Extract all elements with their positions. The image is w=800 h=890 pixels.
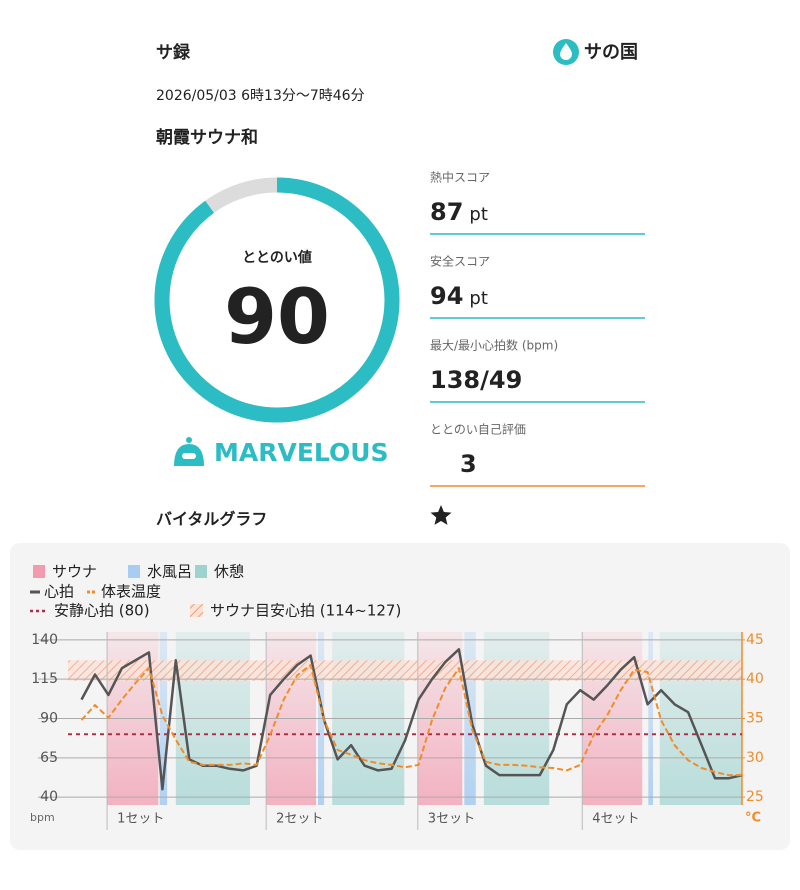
app-title: サ録	[156, 42, 191, 63]
y2-tick-label: 25	[746, 789, 764, 805]
set-label: 1セット	[117, 812, 164, 827]
set-label: 2セット	[276, 812, 323, 827]
set-label: 4セット	[592, 812, 639, 827]
series-line	[80, 648, 743, 791]
y-tick-label: 90	[40, 711, 58, 727]
y2-axis-label: °C	[745, 811, 761, 826]
stat-unit: pt	[469, 288, 487, 309]
legend-label: 休憩	[214, 563, 244, 581]
y-tick-label: 140	[31, 632, 58, 648]
legend-label: 心拍	[44, 583, 74, 601]
y-tick-label: 65	[40, 750, 58, 766]
stat-label: ととのい自己評価	[430, 422, 526, 437]
logo-drop	[560, 43, 572, 60]
target-band	[68, 660, 742, 681]
legend-swatch	[195, 565, 207, 578]
facility: 朝霞サウナ和	[156, 127, 258, 148]
stat-unit: pt	[469, 204, 487, 225]
set-label: 3セット	[428, 812, 475, 827]
stat-value: 94	[430, 282, 463, 310]
stat-label: 熱中スコア	[430, 170, 490, 185]
legend-swatch	[33, 565, 45, 578]
y2-tick-label: 45	[746, 632, 764, 648]
gauge-value: 90	[224, 272, 330, 361]
gauge-label: ととのい値	[242, 249, 312, 266]
legend-label: 体表温度	[101, 583, 161, 601]
legend-label: サウナ	[52, 563, 97, 581]
y-tick-label: 115	[31, 671, 58, 687]
stat-label: 最大/最小心拍数 (bpm)	[430, 338, 558, 353]
datetime: 2026/05/03 6時13分〜7時46分	[156, 88, 365, 104]
series-line	[80, 664, 742, 777]
star-icon	[430, 505, 452, 525]
rating: MARVELOUS	[214, 438, 389, 467]
legend-swatch	[128, 565, 140, 578]
section-title: バイタルグラフ	[156, 510, 267, 529]
stat-value: 138/49	[430, 366, 522, 394]
logo-text: サの国	[584, 42, 638, 63]
stat-value: 87	[430, 198, 463, 226]
y2-tick-label: 30	[746, 750, 764, 766]
y2-tick-label: 35	[746, 711, 764, 727]
legend-swatch	[190, 604, 203, 617]
legend-label: 水風呂	[147, 563, 192, 581]
stat-label: 安全スコア	[430, 254, 490, 269]
legend-label: サウナ目安心拍 (114~127)	[210, 602, 401, 620]
legend-label: 安静心拍 (80)	[54, 602, 150, 620]
y-axis-label: bpm	[30, 811, 55, 824]
rating-icon	[174, 437, 204, 466]
y-tick-label: 40	[40, 789, 58, 805]
y2-tick-label: 40	[746, 671, 764, 687]
stat-value: 3	[460, 450, 477, 478]
gauge-arc	[154, 177, 400, 423]
